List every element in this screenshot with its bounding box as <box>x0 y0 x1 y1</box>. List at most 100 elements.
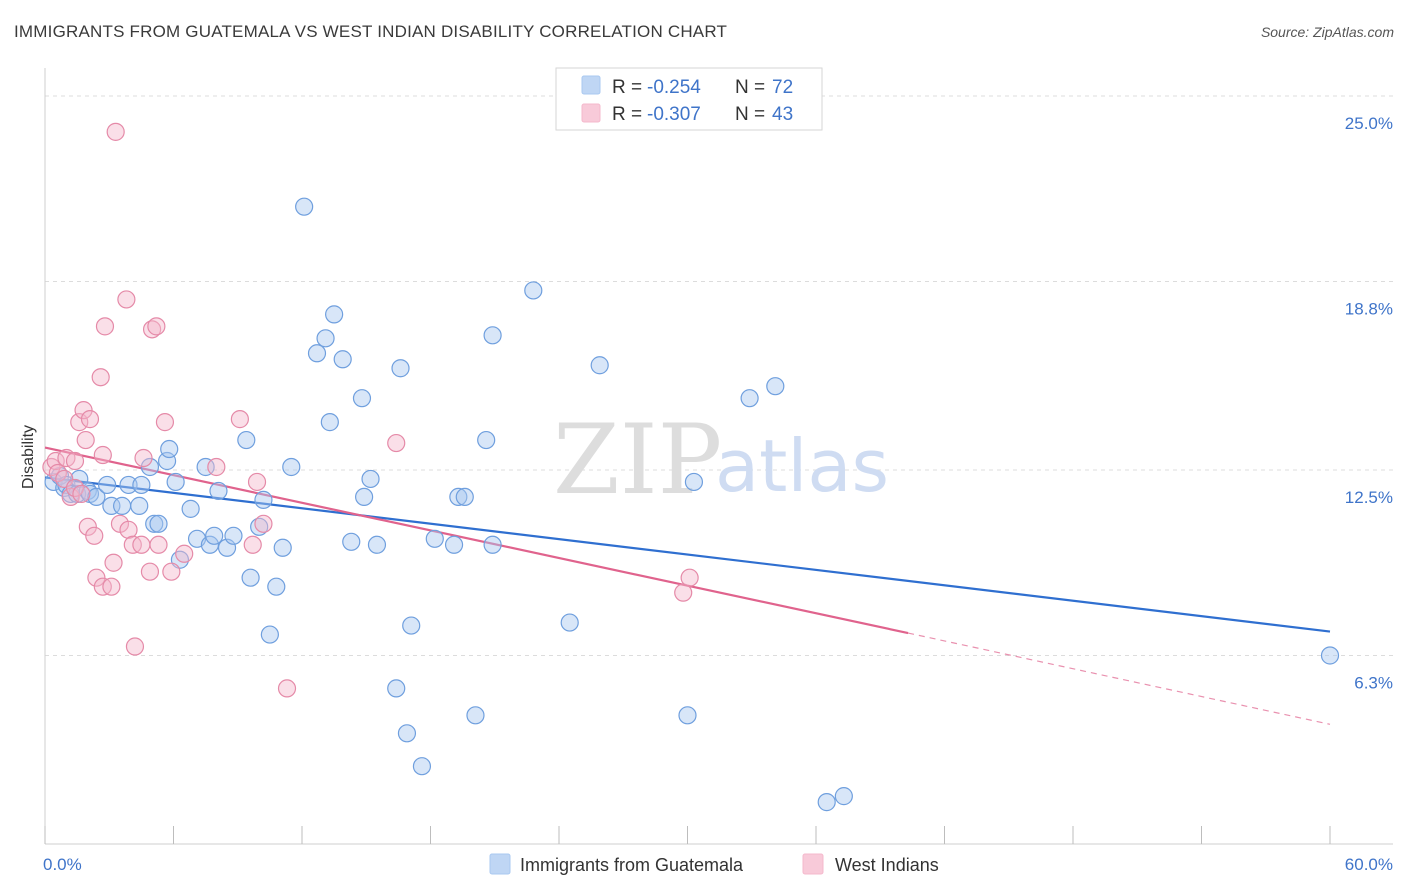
data-point <box>119 520 138 539</box>
axes <box>44 68 1393 845</box>
y-tick-label-2: 12.5% <box>1345 488 1393 507</box>
chart-title: IMMIGRANTS FROM GUATEMALA VS WEST INDIAN… <box>14 22 728 41</box>
data-point <box>355 487 374 507</box>
y-axis-title: Disability <box>20 425 37 489</box>
series-guatemala <box>44 197 1340 812</box>
data-point <box>87 568 106 587</box>
data-point <box>65 451 85 471</box>
data-point <box>817 793 836 812</box>
data-point <box>391 359 410 378</box>
data-point <box>209 481 228 501</box>
data-point <box>342 532 361 551</box>
data-point <box>85 526 104 545</box>
data-point <box>112 496 132 515</box>
data-point <box>1320 646 1340 665</box>
legend-n-label-2: N = <box>735 104 765 125</box>
y-tick-label-1: 18.8% <box>1345 299 1393 318</box>
data-point <box>680 568 699 587</box>
data-point <box>678 706 697 725</box>
trend-line-guatemala <box>44 476 1331 633</box>
legend-n-label-1: N = <box>735 77 765 98</box>
watermark-atlas: atlas <box>715 424 889 508</box>
data-point <box>387 679 406 698</box>
x-tick-labels: 0.0% 60.0% <box>43 855 1393 874</box>
data-point <box>483 326 502 345</box>
data-point <box>140 562 160 581</box>
data-point <box>402 616 421 635</box>
trend-line-west-indians <box>44 446 909 635</box>
data-point <box>267 577 286 596</box>
legend-swatch-guatemala <box>581 75 601 95</box>
bottom-legend-swatch-guatemala <box>489 853 511 875</box>
data-point <box>166 472 185 492</box>
data-point <box>477 430 496 450</box>
data-point <box>78 517 97 536</box>
data-point <box>277 679 297 698</box>
y-tick-label-0: 25.0% <box>1345 114 1393 133</box>
data-point <box>147 317 166 336</box>
data-point <box>149 535 168 554</box>
data-point <box>93 445 112 465</box>
data-point <box>834 787 853 806</box>
data-point <box>367 535 387 554</box>
watermark: ZIP atlas <box>553 404 889 516</box>
data-point <box>205 526 224 545</box>
data-point <box>684 472 704 492</box>
data-point <box>241 568 260 587</box>
data-point <box>132 475 151 495</box>
data-points <box>42 122 1340 812</box>
data-point <box>352 389 372 408</box>
x-tick-label-max: 60.0% <box>1345 855 1393 874</box>
data-point <box>224 526 243 545</box>
data-point <box>117 290 136 309</box>
series-west-indians <box>42 122 699 698</box>
data-point <box>449 487 468 507</box>
data-point <box>80 410 100 429</box>
legend-n-value-1: 72 <box>772 77 793 98</box>
data-point <box>134 448 153 468</box>
legend-r-label-1: R = <box>612 77 642 98</box>
y-tick-labels: 25.0% 18.8% 12.5% 6.3% <box>1345 114 1393 693</box>
data-point <box>74 401 93 420</box>
data-point <box>102 496 121 515</box>
data-point <box>740 389 759 408</box>
bottom-legend-label-west-indians: West Indians <box>835 855 939 875</box>
data-point <box>254 490 273 509</box>
data-point <box>320 413 339 432</box>
data-point <box>412 757 432 776</box>
data-point <box>125 637 145 656</box>
data-point <box>196 457 215 477</box>
legend-r-value-2: -0.307 <box>647 104 701 125</box>
data-point <box>333 350 352 369</box>
bottom-legend-swatch-west-indians <box>802 853 824 875</box>
data-point <box>207 457 226 477</box>
data-point <box>243 535 262 554</box>
data-point <box>72 484 91 504</box>
data-point <box>175 544 194 563</box>
data-point <box>325 305 344 324</box>
data-point <box>237 430 256 450</box>
legend-r-label-2: R = <box>612 104 642 125</box>
data-point <box>590 356 609 375</box>
legend-r-value-1: -0.254 <box>647 77 701 98</box>
source-label: Source: ZipAtlas.com <box>1260 24 1394 40</box>
data-point <box>140 457 160 477</box>
data-point <box>76 430 95 450</box>
trend-line-extension-west-indians <box>907 632 1331 725</box>
data-point <box>254 514 273 533</box>
data-point <box>273 538 292 557</box>
data-point <box>155 413 175 432</box>
data-point <box>91 368 110 387</box>
data-point <box>260 625 279 644</box>
data-point <box>425 529 444 548</box>
data-point <box>455 487 474 507</box>
data-point <box>200 535 220 554</box>
data-point <box>766 377 785 396</box>
data-point <box>61 487 80 507</box>
data-point <box>145 514 164 533</box>
data-point <box>102 577 121 596</box>
data-point <box>295 197 314 216</box>
data-point <box>162 562 181 581</box>
data-point <box>87 487 106 507</box>
